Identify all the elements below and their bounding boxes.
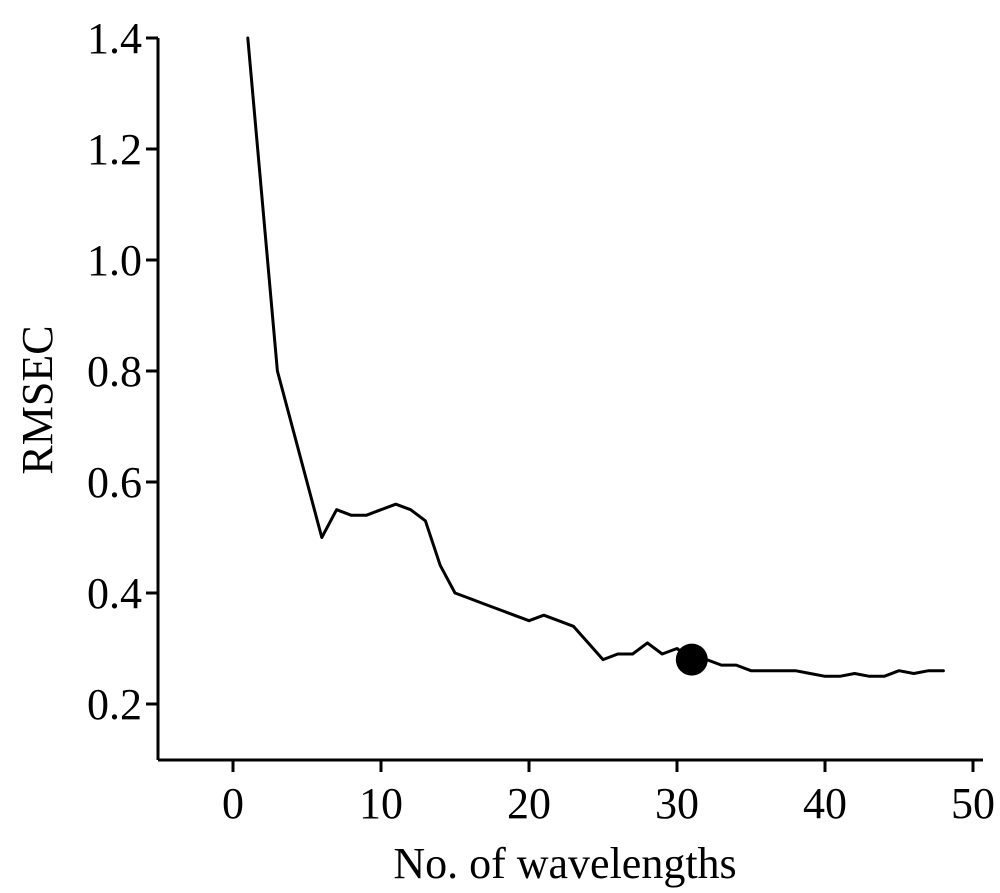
ticks <box>146 36 975 772</box>
series <box>246 36 945 678</box>
axes <box>156 38 983 762</box>
x-tick-label-40: 40 <box>803 779 847 828</box>
x-tick-label-0: 0 <box>222 779 244 828</box>
series-line-0 <box>246 36 945 678</box>
marker-group <box>675 643 708 676</box>
y-axis-label: RMSEC <box>13 325 62 474</box>
y-tick-label-0.4: 0.4 <box>87 569 142 618</box>
tick-labels: 0 10 20 30 40 50 0.2 0.4 0.6 0.8 1.0 1.2 1.4 <box>87 14 995 828</box>
y-tick-label-0.6: 0.6 <box>87 458 142 507</box>
y-tick-label-0.8: 0.8 <box>87 347 142 396</box>
y-tick-label-0.2: 0.2 <box>87 680 142 729</box>
x-tick-label-10: 10 <box>359 779 403 828</box>
y-tick-label-1.4: 1.4 <box>87 14 142 63</box>
y-tick-label-1.0: 1.0 <box>87 236 142 285</box>
y-tick-label-1.2: 1.2 <box>87 125 142 174</box>
x-axis-label: No. of wavelengths <box>393 839 736 888</box>
x-tick-label-30: 30 <box>655 779 699 828</box>
selected-point-marker <box>675 643 708 676</box>
x-tick-label-20: 20 <box>507 779 551 828</box>
x-tick-label-50: 50 <box>951 779 995 828</box>
